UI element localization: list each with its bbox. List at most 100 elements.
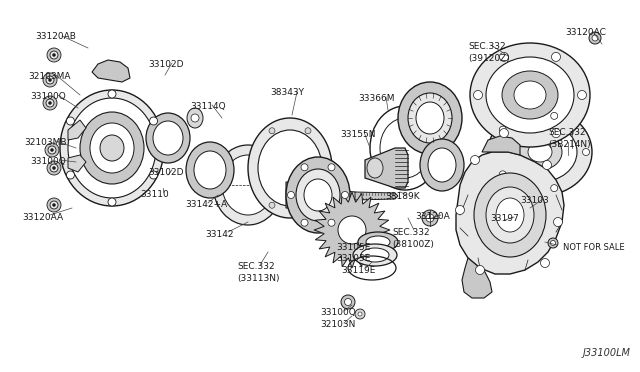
Ellipse shape [518, 134, 562, 170]
Circle shape [550, 185, 557, 192]
Ellipse shape [408, 93, 452, 143]
Text: 33102D: 33102D [148, 168, 184, 177]
Ellipse shape [366, 236, 390, 248]
Circle shape [499, 171, 506, 178]
Text: 32103MB: 32103MB [24, 138, 67, 147]
Text: 33100Q: 33100Q [30, 92, 66, 101]
Text: SEC.332: SEC.332 [468, 42, 506, 51]
Circle shape [358, 312, 362, 316]
Text: 33120AA: 33120AA [22, 213, 63, 222]
Circle shape [355, 309, 365, 319]
Text: (3B214N): (3B214N) [548, 140, 591, 149]
Ellipse shape [502, 71, 558, 119]
Ellipse shape [398, 82, 462, 154]
Circle shape [344, 298, 351, 305]
Circle shape [269, 202, 275, 208]
Polygon shape [365, 148, 408, 188]
Circle shape [582, 148, 589, 155]
Ellipse shape [100, 135, 124, 161]
Ellipse shape [338, 216, 366, 244]
Ellipse shape [353, 244, 397, 266]
Polygon shape [286, 182, 320, 208]
Circle shape [67, 117, 74, 125]
Text: 32103MA: 32103MA [28, 72, 70, 81]
Circle shape [50, 164, 58, 172]
Text: 33197: 33197 [490, 214, 519, 223]
Ellipse shape [528, 142, 552, 162]
Text: 33103: 33103 [520, 196, 548, 205]
Ellipse shape [68, 98, 156, 198]
Circle shape [47, 161, 61, 175]
Ellipse shape [187, 108, 203, 128]
Circle shape [108, 90, 116, 98]
Text: 33142+A: 33142+A [185, 200, 227, 209]
Ellipse shape [304, 179, 332, 211]
Ellipse shape [80, 112, 144, 184]
Circle shape [49, 78, 51, 81]
Circle shape [67, 171, 74, 179]
Circle shape [108, 198, 116, 206]
Text: 33119E: 33119E [341, 266, 376, 275]
Text: J33100LM: J33100LM [582, 348, 630, 358]
Polygon shape [92, 60, 130, 82]
Ellipse shape [503, 122, 577, 182]
Circle shape [589, 32, 601, 44]
Text: 33120AB: 33120AB [35, 32, 76, 41]
Circle shape [592, 35, 598, 41]
Ellipse shape [194, 151, 226, 189]
Circle shape [499, 129, 509, 138]
Circle shape [46, 99, 54, 107]
Circle shape [552, 52, 561, 61]
Polygon shape [462, 258, 492, 298]
Text: 33105E: 33105E [336, 243, 371, 252]
Ellipse shape [296, 169, 340, 221]
Ellipse shape [514, 81, 546, 109]
Circle shape [577, 90, 586, 99]
Text: 33102D: 33102D [148, 60, 184, 69]
Circle shape [49, 102, 51, 105]
Ellipse shape [286, 157, 350, 233]
Ellipse shape [474, 173, 546, 257]
Circle shape [422, 210, 438, 226]
Polygon shape [482, 136, 520, 155]
Circle shape [52, 203, 56, 206]
Circle shape [48, 146, 56, 154]
Text: 33100Q: 33100Q [320, 308, 356, 317]
Text: 33142: 33142 [205, 230, 234, 239]
Ellipse shape [470, 43, 590, 147]
Circle shape [470, 155, 479, 164]
Text: 33120A: 33120A [415, 212, 450, 221]
Ellipse shape [222, 155, 274, 215]
Ellipse shape [358, 232, 398, 252]
Circle shape [47, 48, 61, 62]
Circle shape [342, 192, 349, 199]
Text: 33120AC: 33120AC [565, 28, 606, 37]
Circle shape [43, 73, 57, 87]
Text: NOT FOR SALE: NOT FOR SALE [563, 243, 625, 252]
Ellipse shape [367, 158, 383, 178]
Text: 32103N: 32103N [320, 320, 355, 329]
Ellipse shape [496, 198, 524, 232]
Text: (33113N): (33113N) [237, 274, 280, 283]
Text: 33366M: 33366M [358, 94, 394, 103]
Circle shape [50, 51, 58, 59]
Text: 33114Q: 33114Q [190, 102, 226, 111]
Circle shape [426, 214, 434, 222]
Circle shape [548, 238, 558, 248]
Ellipse shape [213, 145, 283, 225]
Text: 38189K: 38189K [385, 192, 420, 201]
Ellipse shape [428, 148, 456, 182]
Text: SEC.332: SEC.332 [548, 128, 586, 137]
Ellipse shape [420, 139, 464, 191]
Circle shape [552, 129, 561, 138]
Circle shape [499, 126, 506, 133]
Circle shape [476, 266, 484, 275]
Circle shape [301, 219, 308, 226]
Polygon shape [68, 155, 86, 172]
Circle shape [287, 192, 294, 199]
Circle shape [301, 164, 308, 171]
Circle shape [554, 218, 563, 227]
Ellipse shape [416, 102, 444, 134]
Circle shape [43, 96, 57, 110]
Polygon shape [314, 192, 390, 268]
